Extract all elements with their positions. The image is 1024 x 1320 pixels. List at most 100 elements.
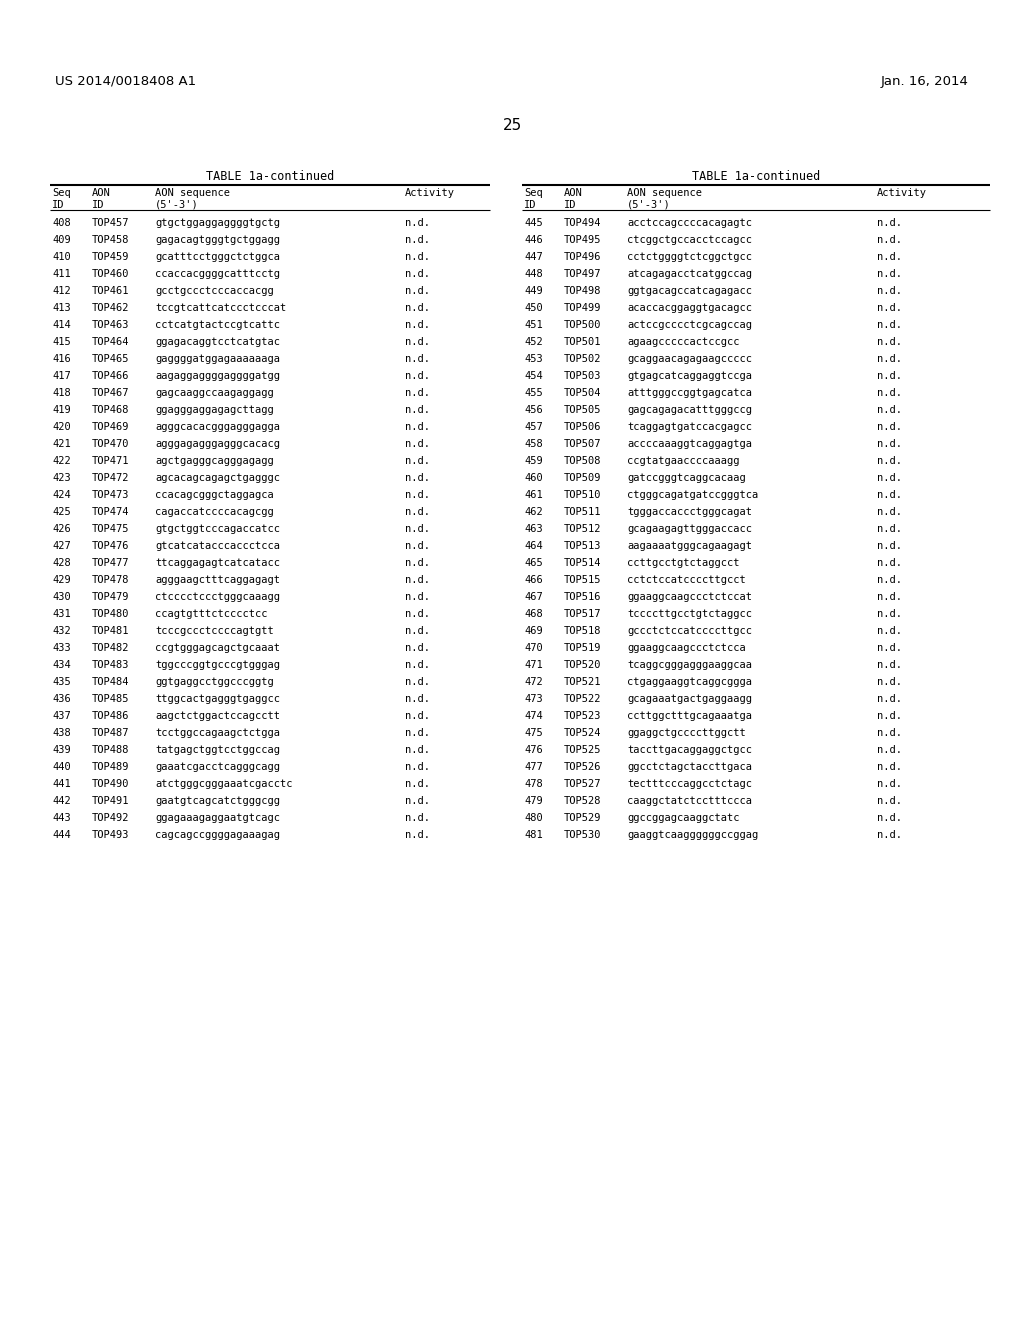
Text: TOP528: TOP528 [564, 796, 601, 807]
Text: n.d.: n.d. [406, 762, 430, 772]
Text: n.d.: n.d. [406, 286, 430, 296]
Text: n.d.: n.d. [877, 779, 902, 789]
Text: TOP493: TOP493 [92, 830, 129, 840]
Text: n.d.: n.d. [406, 405, 430, 414]
Text: gcctgccctcccaccacgg: gcctgccctcccaccacgg [155, 286, 273, 296]
Text: n.d.: n.d. [877, 591, 902, 602]
Text: gcagaaatgactgaggaagg: gcagaaatgactgaggaagg [627, 694, 752, 704]
Text: n.d.: n.d. [877, 440, 902, 449]
Text: TOP463: TOP463 [92, 319, 129, 330]
Text: n.d.: n.d. [406, 490, 430, 500]
Text: n.d.: n.d. [406, 541, 430, 550]
Text: TOP487: TOP487 [92, 729, 129, 738]
Text: ccttgcctgtctaggcct: ccttgcctgtctaggcct [627, 558, 739, 568]
Text: n.d.: n.d. [406, 729, 430, 738]
Text: 436: 436 [52, 694, 71, 704]
Text: gagcaaggccaagaggagg: gagcaaggccaagaggagg [155, 388, 273, 399]
Text: cctctccatccccttgcct: cctctccatccccttgcct [627, 576, 745, 585]
Text: n.d.: n.d. [877, 422, 902, 432]
Text: n.d.: n.d. [877, 337, 902, 347]
Text: 415: 415 [52, 337, 71, 347]
Text: n.d.: n.d. [406, 711, 430, 721]
Text: TOP525: TOP525 [564, 744, 601, 755]
Text: TOP504: TOP504 [564, 388, 601, 399]
Text: n.d.: n.d. [877, 643, 902, 653]
Text: n.d.: n.d. [406, 422, 430, 432]
Text: n.d.: n.d. [877, 473, 902, 483]
Text: 420: 420 [52, 422, 71, 432]
Text: 475: 475 [524, 729, 543, 738]
Text: TOP512: TOP512 [564, 524, 601, 535]
Text: TOP489: TOP489 [92, 762, 129, 772]
Text: AON sequence
(5'-3'): AON sequence (5'-3') [155, 187, 230, 210]
Text: 447: 447 [524, 252, 543, 261]
Text: TOP480: TOP480 [92, 609, 129, 619]
Text: TOP526: TOP526 [564, 762, 601, 772]
Text: n.d.: n.d. [877, 269, 902, 279]
Text: 419: 419 [52, 405, 71, 414]
Text: n.d.: n.d. [877, 711, 902, 721]
Text: 410: 410 [52, 252, 71, 261]
Text: 411: 411 [52, 269, 71, 279]
Text: 465: 465 [524, 558, 543, 568]
Text: TOP508: TOP508 [564, 455, 601, 466]
Text: 480: 480 [524, 813, 543, 822]
Text: acctccagccccacagagtc: acctccagccccacagagtc [627, 218, 752, 228]
Text: tectttcccaggcctctagc: tectttcccaggcctctagc [627, 779, 752, 789]
Text: ggagaaagaggaatgtcagc: ggagaaagaggaatgtcagc [155, 813, 280, 822]
Text: 425: 425 [52, 507, 71, 517]
Text: TOP482: TOP482 [92, 643, 129, 653]
Text: 455: 455 [524, 388, 543, 399]
Text: agaagcccccactccgcc: agaagcccccactccgcc [627, 337, 739, 347]
Text: AON
ID: AON ID [564, 187, 583, 210]
Text: n.d.: n.d. [406, 252, 430, 261]
Text: ctcggctgccacctccagcc: ctcggctgccacctccagcc [627, 235, 752, 246]
Text: TOP500: TOP500 [564, 319, 601, 330]
Text: gatccgggtcaggcacaag: gatccgggtcaggcacaag [627, 473, 745, 483]
Text: TOP513: TOP513 [564, 541, 601, 550]
Text: 438: 438 [52, 729, 71, 738]
Text: n.d.: n.d. [406, 218, 430, 228]
Text: TOP486: TOP486 [92, 711, 129, 721]
Text: n.d.: n.d. [406, 576, 430, 585]
Text: n.d.: n.d. [877, 762, 902, 772]
Text: TOP518: TOP518 [564, 626, 601, 636]
Text: n.d.: n.d. [877, 677, 902, 686]
Text: n.d.: n.d. [877, 304, 902, 313]
Text: n.d.: n.d. [877, 576, 902, 585]
Text: TOP470: TOP470 [92, 440, 129, 449]
Text: tggcccggtgcccgtgggag: tggcccggtgcccgtgggag [155, 660, 280, 671]
Text: TOP494: TOP494 [564, 218, 601, 228]
Text: n.d.: n.d. [406, 235, 430, 246]
Text: TOP464: TOP464 [92, 337, 129, 347]
Text: TOP485: TOP485 [92, 694, 129, 704]
Text: n.d.: n.d. [406, 694, 430, 704]
Text: TOP514: TOP514 [564, 558, 601, 568]
Text: ttggcactgagggtgaggcc: ttggcactgagggtgaggcc [155, 694, 280, 704]
Text: 466: 466 [524, 576, 543, 585]
Text: n.d.: n.d. [877, 541, 902, 550]
Text: actccgcccctcgcagccag: actccgcccctcgcagccag [627, 319, 752, 330]
Text: 478: 478 [524, 779, 543, 789]
Text: aagaggaggggaggggatgg: aagaggaggggaggggatgg [155, 371, 280, 381]
Text: ggcctctagctaccttgaca: ggcctctagctaccttgaca [627, 762, 752, 772]
Text: TOP459: TOP459 [92, 252, 129, 261]
Text: TOP466: TOP466 [92, 371, 129, 381]
Text: gagacagtgggtgctggagg: gagacagtgggtgctggagg [155, 235, 280, 246]
Text: TOP469: TOP469 [92, 422, 129, 432]
Text: 446: 446 [524, 235, 543, 246]
Text: 442: 442 [52, 796, 71, 807]
Text: tcaggcgggagggaaggcaa: tcaggcgggagggaaggcaa [627, 660, 752, 671]
Text: ggaaggcaagccctctccat: ggaaggcaagccctctccat [627, 591, 752, 602]
Text: 468: 468 [524, 609, 543, 619]
Text: TOP519: TOP519 [564, 643, 601, 653]
Text: gtgctggtcccagaccatcc: gtgctggtcccagaccatcc [155, 524, 280, 535]
Text: TOP475: TOP475 [92, 524, 129, 535]
Text: atcagagacctcatggccag: atcagagacctcatggccag [627, 269, 752, 279]
Text: n.d.: n.d. [406, 440, 430, 449]
Text: n.d.: n.d. [406, 744, 430, 755]
Text: n.d.: n.d. [406, 524, 430, 535]
Text: TOP476: TOP476 [92, 541, 129, 550]
Text: 439: 439 [52, 744, 71, 755]
Text: n.d.: n.d. [877, 609, 902, 619]
